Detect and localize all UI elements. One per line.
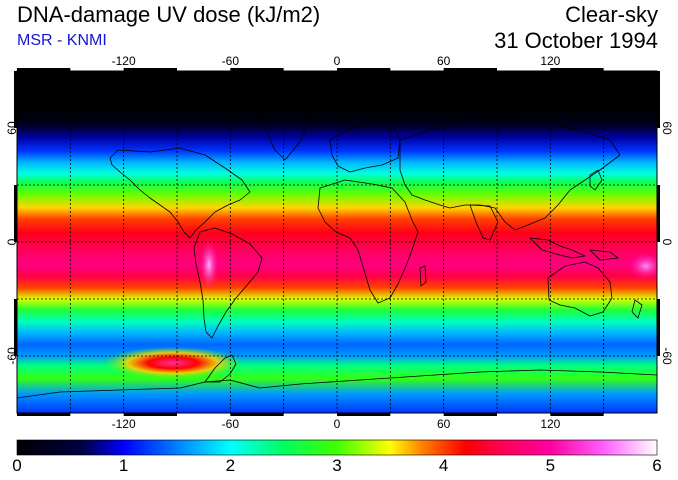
longitude-label: -120: [112, 417, 136, 431]
frame-tick-bar: [337, 413, 391, 416]
colorbar-tick-label: 5: [545, 456, 556, 475]
frame-tick-bar: [550, 413, 604, 416]
lat-lon-grid: [17, 71, 657, 413]
longitude-labels-bottom: -120 -60 0 60 120: [112, 417, 561, 431]
latitude-label: 60: [660, 121, 674, 135]
frame-tick-bar: [657, 185, 660, 242]
latitude-label: 60: [5, 121, 19, 135]
antarctic-dose-maximum: [103, 347, 243, 379]
andes-dose-maximum: [199, 239, 219, 291]
colorbar-tick-label: 4: [438, 456, 449, 475]
longitude-labels-top: -120 -60 0 60 120: [112, 54, 561, 68]
frame-tick-bar: [123, 413, 177, 416]
coastline-india: [469, 204, 499, 241]
latitude-labels-left: 60 0 -60: [5, 121, 19, 365]
longitude-label: -60: [222, 54, 240, 68]
coastline-new-zealand: [631, 299, 643, 319]
map-title: DNA-damage UV dose (kJ/m2): [17, 2, 321, 27]
frame-tick-bar: [550, 68, 604, 71]
colorbar-tick-label: 2: [225, 456, 236, 475]
colorbar-tick-label: 6: [652, 456, 662, 475]
coastline-africa: [317, 179, 419, 304]
coastline-antarctic-peninsula: [204, 354, 237, 383]
frame-tick-bar: [443, 413, 497, 416]
frame-tick-bar: [657, 71, 660, 128]
map-date: 31 October 1994: [494, 28, 658, 53]
latitude-label: 0: [660, 239, 674, 246]
coastline-asia: [399, 117, 621, 231]
latitude-label: -60: [5, 347, 19, 365]
colorbar: [16, 439, 658, 456]
frame-tick-bar: [230, 68, 284, 71]
coastline-australia: [547, 261, 613, 317]
coastline-madagascar: [419, 265, 427, 287]
latitude-labels-right: 60 0 -60: [660, 121, 674, 365]
frame-tick-bar: [657, 299, 660, 356]
frame-tick-bar: [14, 185, 17, 242]
longitude-label: 60: [437, 54, 451, 68]
coastline-antarctica: [17, 369, 657, 399]
coastline-greenland: [259, 107, 311, 161]
longitude-label: -120: [112, 54, 136, 68]
longitude-label: 0: [334, 54, 341, 68]
longitude-label: 120: [540, 417, 560, 431]
coastline-north-america: [109, 147, 251, 239]
frame-tick-bar: [17, 68, 71, 71]
colorbar-tick-label: 3: [332, 456, 342, 475]
sky-condition: Clear-sky: [565, 2, 658, 27]
frame-tick-bar: [123, 68, 177, 71]
frame-tick-bar: [14, 71, 17, 128]
frame-tick-bar: [337, 68, 391, 71]
frame-tick-bar: [443, 68, 497, 71]
longitude-label: 120: [540, 54, 560, 68]
source-credit: MSR - KNMI: [17, 32, 107, 49]
coastline-indonesia: [529, 237, 586, 259]
longitude-label: 60: [437, 417, 451, 431]
frame-tick-bar: [14, 299, 17, 356]
colorbar-tick-label: 0: [12, 456, 22, 475]
longitude-label: 0: [334, 417, 341, 431]
pacific-dose-maximum: [628, 252, 657, 280]
longitude-label: -60: [222, 417, 240, 431]
frame-tick-bars: [14, 68, 660, 416]
latitude-label: 0: [5, 238, 19, 245]
frame-tick-bar: [230, 413, 284, 416]
frame-tick-bar: [17, 413, 71, 416]
colorbar-tick-label: 1: [118, 456, 129, 475]
latitude-label: -60: [660, 347, 674, 365]
